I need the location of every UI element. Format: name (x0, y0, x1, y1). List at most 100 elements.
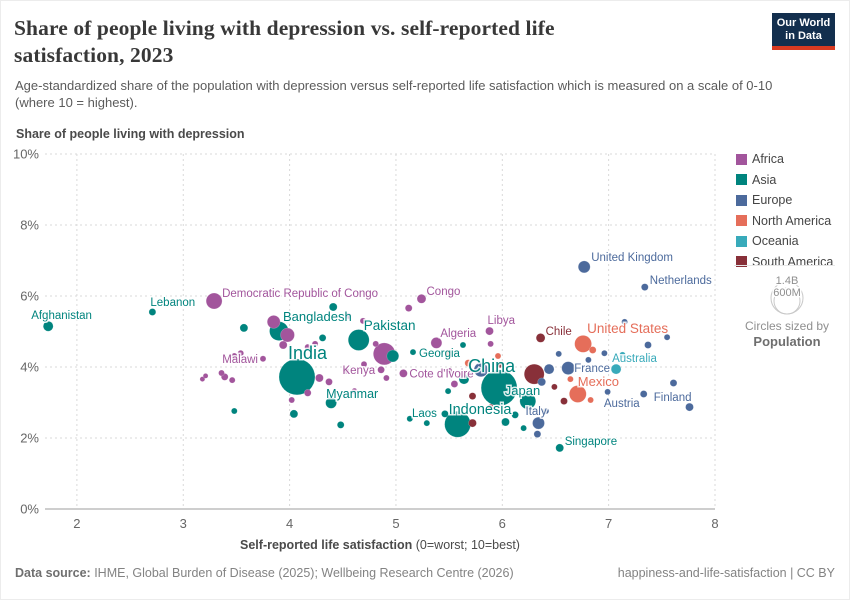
data-point[interactable] (231, 352, 238, 360)
data-point[interactable] (315, 373, 324, 383)
legend-item-north-america[interactable]: North America (736, 214, 833, 228)
data-point-austria[interactable] (639, 390, 648, 398)
data-point[interactable] (619, 351, 626, 359)
data-point[interactable] (644, 341, 652, 349)
data-point[interactable] (423, 419, 431, 427)
owid-logo[interactable]: Our World in Data (772, 13, 835, 50)
data-point-laos[interactable] (441, 410, 449, 418)
data-point[interactable] (444, 349, 452, 357)
data-point[interactable] (487, 403, 494, 411)
data-point[interactable] (473, 362, 489, 378)
license-link[interactable]: happiness-and-life-satisfaction | CC BY (617, 566, 835, 580)
data-point[interactable] (543, 363, 555, 375)
data-point-lebanon[interactable] (148, 308, 157, 316)
data-point[interactable] (406, 415, 414, 423)
data-point[interactable] (288, 396, 295, 404)
data-point[interactable] (567, 375, 574, 383)
data-point[interactable] (351, 387, 358, 395)
data-point[interactable] (239, 323, 249, 333)
data-point[interactable] (555, 350, 562, 358)
legend-item-oceania[interactable]: Oceania (736, 234, 833, 248)
data-point-cote-d-ivoire[interactable] (399, 369, 408, 378)
data-point[interactable] (533, 430, 542, 438)
data-point[interactable] (496, 361, 504, 369)
data-point-australia[interactable] (610, 363, 622, 375)
data-point[interactable] (468, 418, 477, 428)
data-point[interactable] (336, 421, 345, 429)
legend-item-africa[interactable]: Africa (736, 152, 833, 166)
data-point[interactable] (459, 341, 467, 349)
data-point[interactable] (537, 377, 546, 387)
data-point[interactable] (404, 304, 413, 312)
data-point-china[interactable] (480, 369, 518, 407)
data-point-congo[interactable] (416, 294, 427, 304)
data-point[interactable] (585, 356, 592, 364)
data-point[interactable] (542, 407, 550, 415)
data-point[interactable] (444, 387, 452, 395)
data-point-india[interactable] (278, 358, 316, 396)
data-point[interactable] (458, 373, 470, 385)
data-point-united-states[interactable] (574, 335, 592, 353)
data-point[interactable] (199, 376, 206, 382)
data-point-kenya[interactable] (377, 366, 385, 374)
data-point[interactable] (280, 327, 295, 343)
data-point[interactable] (325, 378, 333, 386)
data-point-chile[interactable] (535, 333, 546, 343)
data-point[interactable] (218, 369, 225, 377)
data-point[interactable] (318, 334, 327, 342)
data-point-afghanistan[interactable] (42, 320, 54, 332)
data-point-georgia[interactable] (409, 348, 417, 356)
data-point[interactable] (663, 333, 671, 341)
data-point[interactable] (202, 373, 209, 379)
data-point[interactable] (487, 340, 494, 348)
data-point[interactable] (303, 389, 312, 397)
data-point[interactable] (383, 374, 390, 382)
data-point[interactable] (386, 349, 400, 363)
data-point[interactable] (342, 367, 350, 375)
data-point-malawi[interactable] (259, 355, 267, 363)
data-point-united-kingdom[interactable] (577, 260, 591, 274)
data-point-myanmar[interactable] (325, 397, 337, 409)
data-point[interactable] (560, 397, 568, 405)
data-point[interactable] (511, 411, 519, 419)
data-point[interactable] (311, 340, 319, 348)
legend-item-europe[interactable]: Europe (736, 193, 833, 207)
data-point[interactable] (604, 388, 611, 396)
data-point[interactable] (501, 417, 510, 427)
data-point[interactable] (468, 392, 477, 400)
data-point-france[interactable] (561, 361, 575, 375)
data-point[interactable] (520, 424, 527, 432)
data-point[interactable] (669, 379, 678, 387)
data-point[interactable] (344, 312, 352, 320)
legend-item-asia[interactable]: Asia (736, 173, 833, 187)
data-point-singapore[interactable] (555, 443, 564, 453)
data-point[interactable] (587, 396, 594, 404)
data-point[interactable] (601, 349, 608, 357)
data-point[interactable] (359, 317, 367, 325)
data-point-algeria[interactable] (430, 337, 443, 349)
data-point-italy[interactable] (532, 416, 545, 430)
data-point-libya[interactable] (485, 326, 494, 336)
data-point[interactable] (231, 407, 238, 415)
data-point[interactable] (588, 346, 597, 354)
data-point[interactable] (328, 302, 338, 312)
data-point-pakistan[interactable] (347, 329, 370, 351)
data-point[interactable] (289, 409, 299, 419)
data-point-mexico[interactable] (569, 385, 587, 403)
data-point[interactable] (450, 380, 459, 388)
data-point[interactable] (464, 359, 473, 367)
data-point[interactable] (266, 315, 281, 329)
legend-item-south-america[interactable]: South America (736, 255, 833, 269)
data-point[interactable] (494, 352, 502, 360)
data-point[interactable] (237, 349, 244, 357)
data-point[interactable] (445, 367, 453, 375)
data-point[interactable] (621, 318, 628, 326)
data-point-finland[interactable] (685, 402, 694, 412)
data-point[interactable] (278, 340, 288, 350)
data-point[interactable] (304, 343, 311, 351)
data-point-netherlands[interactable] (641, 283, 649, 291)
data-point[interactable] (372, 340, 379, 348)
data-point[interactable] (228, 376, 236, 384)
data-point[interactable] (551, 383, 558, 391)
data-point-japan[interactable] (519, 392, 537, 410)
